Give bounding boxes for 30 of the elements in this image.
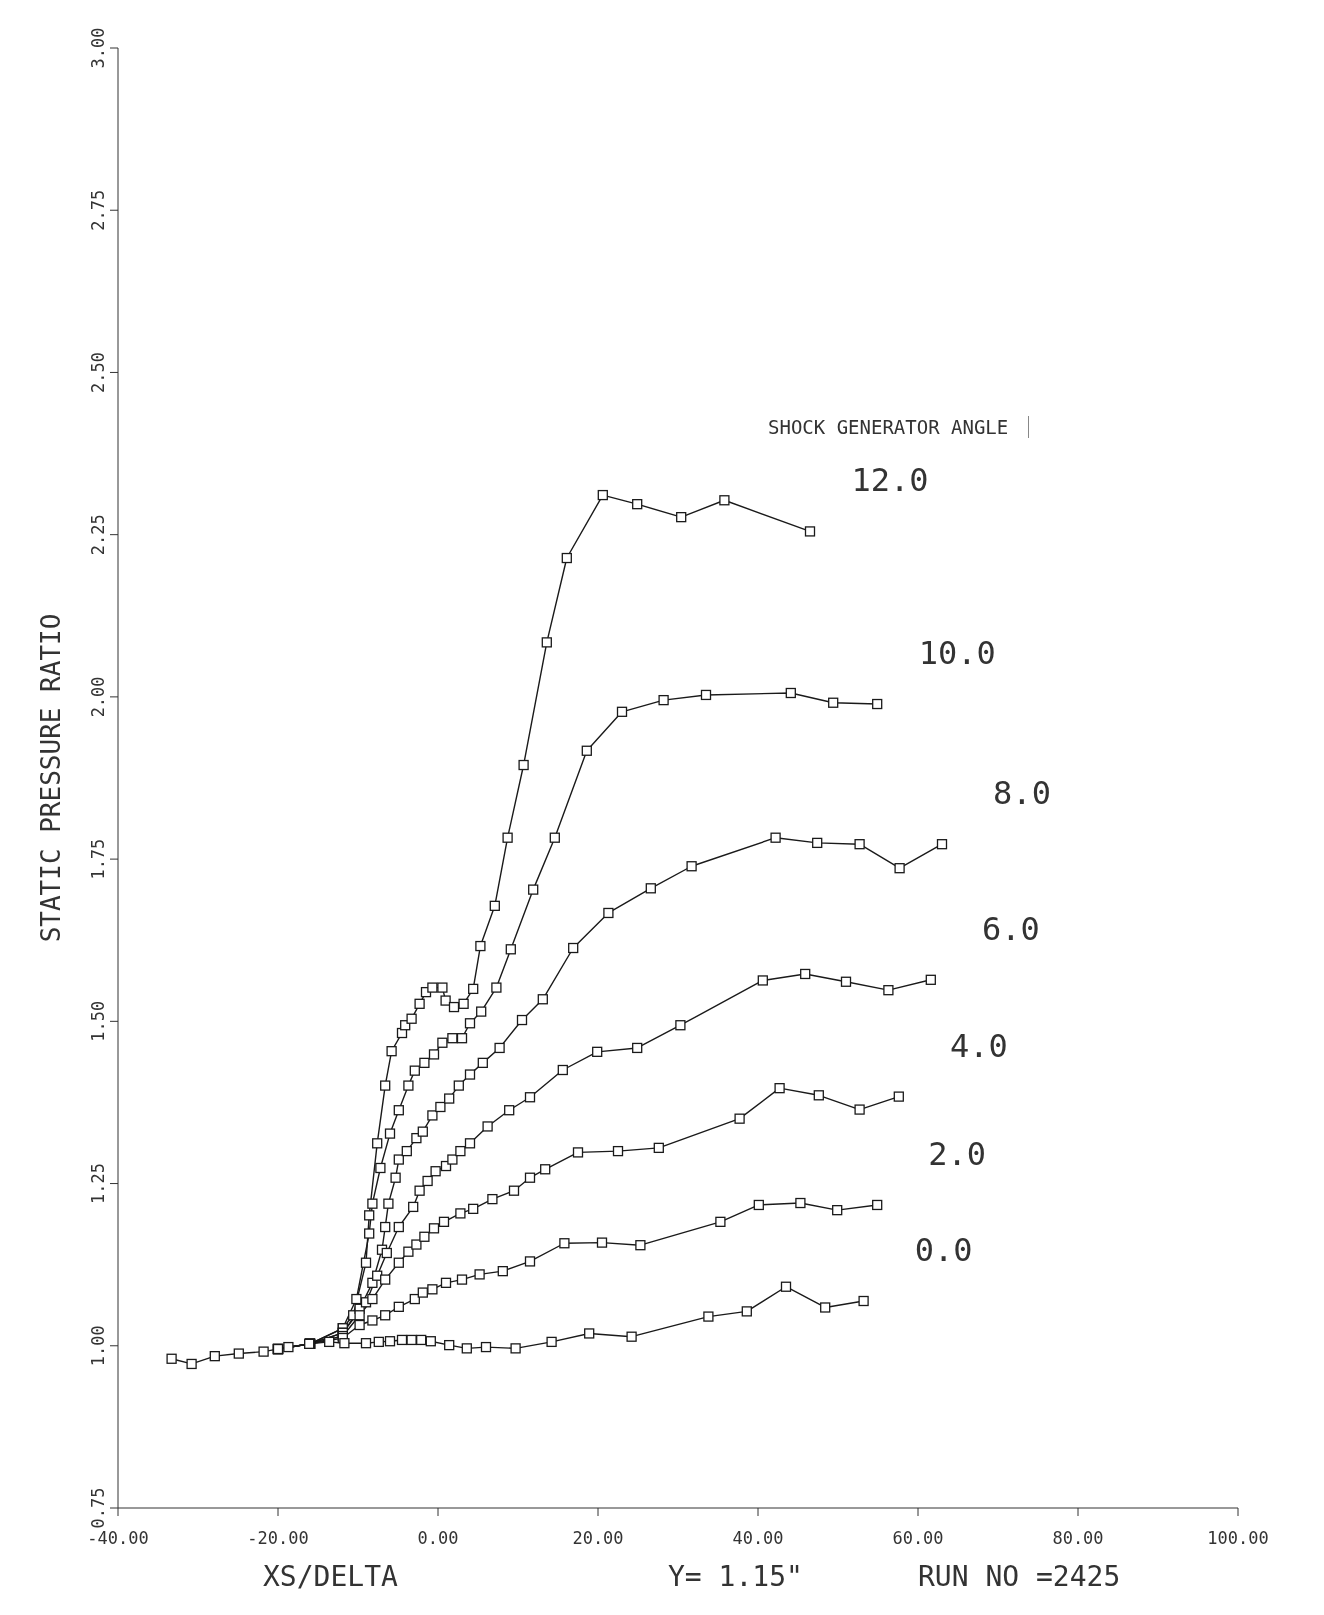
x-tick-label: -40.00 bbox=[87, 1528, 149, 1549]
y-axis-title: STATIC PRESSURE RATIO bbox=[36, 613, 66, 943]
x-tick-label: 0.00 bbox=[417, 1528, 459, 1549]
x-tick-label: 20.00 bbox=[572, 1528, 624, 1549]
y-tick-label: 2.25 bbox=[88, 514, 108, 556]
text: Y= 1.15" bbox=[668, 1560, 803, 1593]
series-label: 6.0 bbox=[981, 909, 1040, 948]
x-tick-label: -20.00 bbox=[247, 1528, 309, 1549]
x-tick-label: 80.00 bbox=[1052, 1528, 1104, 1549]
y-tick-label: 1.75 bbox=[88, 838, 108, 880]
y-tick-label: 3.00 bbox=[88, 27, 108, 69]
series-label: 12.0 bbox=[851, 461, 929, 500]
y-tick-label: 1.50 bbox=[88, 1000, 108, 1042]
series-label: 2.0 bbox=[928, 1134, 987, 1173]
x-axis-title: XS/DELTA bbox=[263, 1560, 398, 1593]
y-tick-label: 2.75 bbox=[88, 189, 108, 231]
x-tick-label: 40.00 bbox=[732, 1528, 784, 1549]
x-tick-label: 60.00 bbox=[892, 1528, 944, 1549]
y-tick-label: 1.00 bbox=[88, 1325, 108, 1367]
series-label: 8.0 bbox=[993, 774, 1051, 813]
x-tick-label: 100.00 bbox=[1207, 1528, 1269, 1549]
text: RUN NO =2425 bbox=[918, 1560, 1121, 1593]
legend-title: SHOCK GENERATOR ANGLE bbox=[768, 416, 1030, 438]
series-label: 0.0 bbox=[914, 1231, 973, 1269]
series-label: 10.0 bbox=[918, 634, 996, 673]
y-tick-label: 0.75 bbox=[88, 1487, 108, 1529]
series-label: 4.0 bbox=[949, 1026, 1008, 1065]
y-tick-label: 2.50 bbox=[88, 351, 108, 393]
y-tick-label: 2.00 bbox=[88, 676, 108, 718]
y-tick-label: 1.25 bbox=[88, 1163, 108, 1205]
